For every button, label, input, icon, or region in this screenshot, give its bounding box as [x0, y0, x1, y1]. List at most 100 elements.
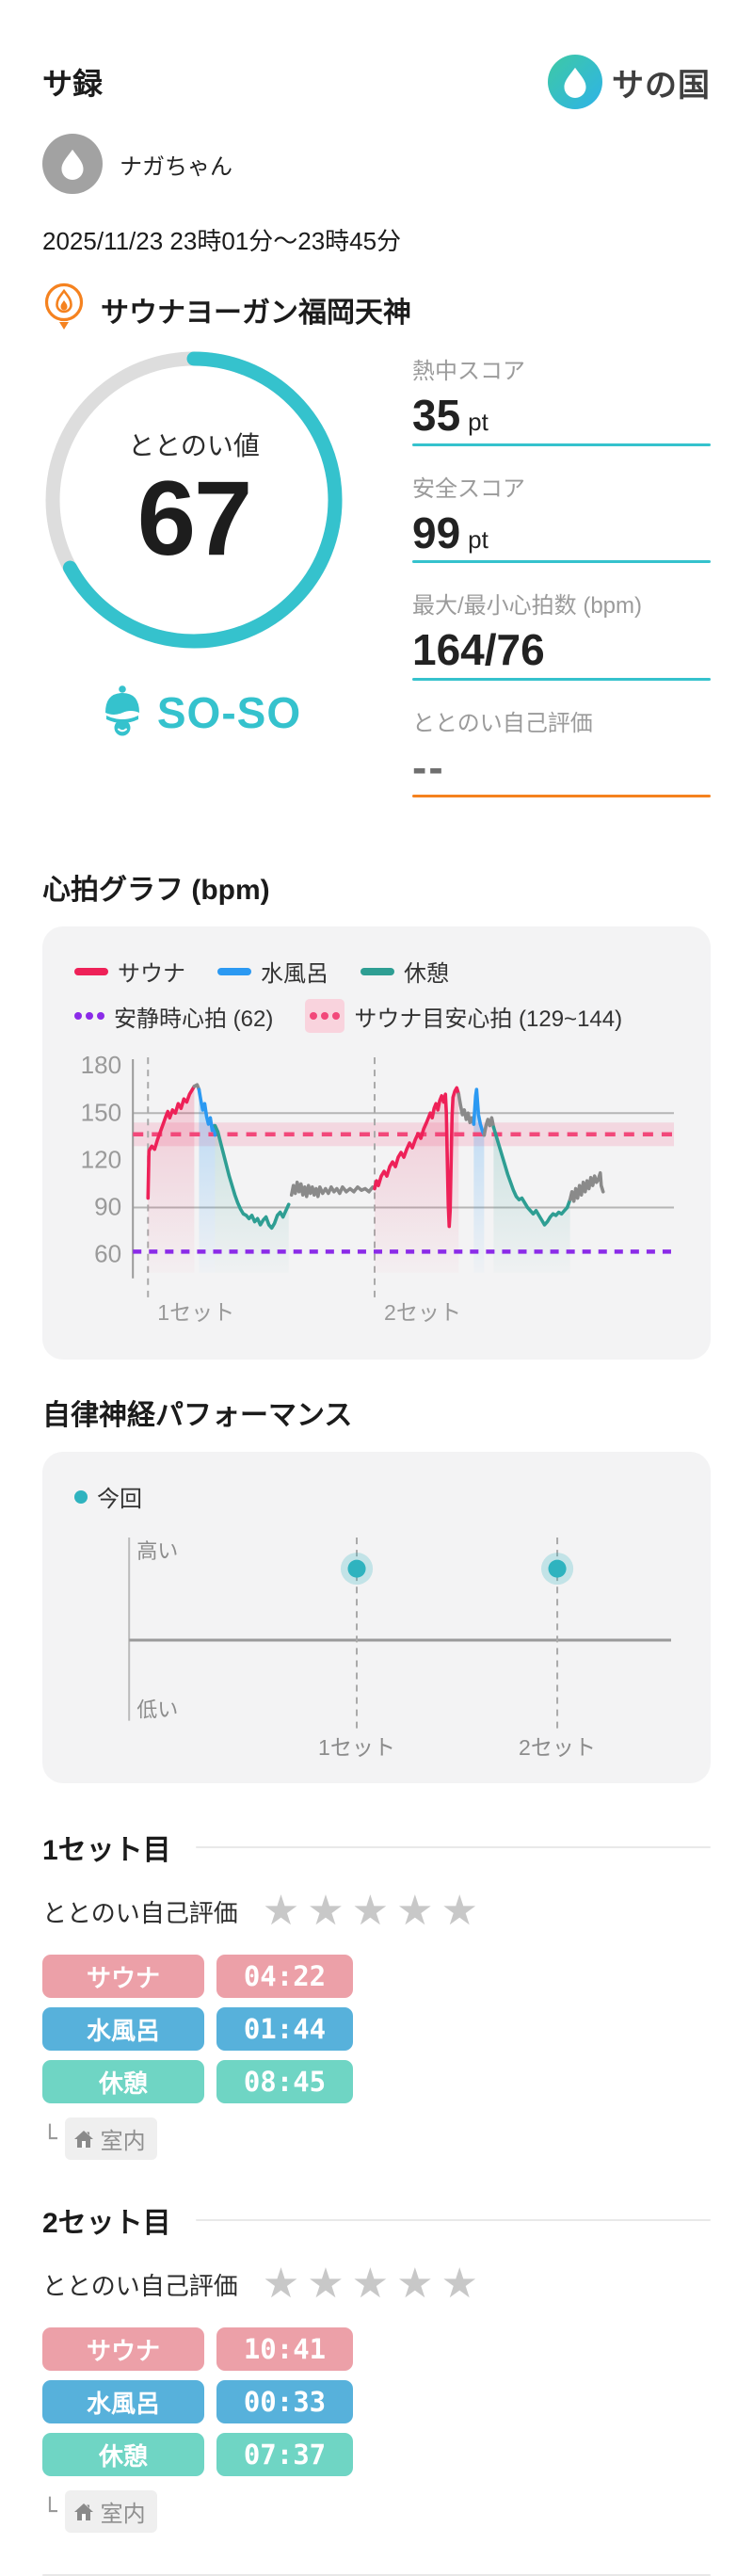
stat-value: -- [412, 742, 445, 792]
corner-glyph: └ [42, 2124, 57, 2153]
legend-label: サウナ [118, 961, 185, 988]
underline [412, 443, 711, 446]
teal-dot-swatch [74, 1489, 88, 1504]
rating-label: ととのい自己評価 [42, 2271, 238, 2300]
corner-glyph: └ [42, 2497, 57, 2526]
brand-name: サの国 [612, 67, 711, 104]
stat-label: 最大/最小心拍数 (bpm) [412, 593, 643, 620]
phase-label-pill: 水風呂 [42, 2007, 204, 2052]
hr-chart-card: サウナ 水風呂 休憩 安静時心拍 (62) サウナ目 [42, 926, 711, 1360]
svg-text:120: 120 [81, 1146, 122, 1174]
mood-row: SO-SO [42, 684, 358, 741]
legend-sauna-target-hr: サウナ目安心拍 (129~144) [305, 999, 622, 1034]
user-name: ナガちゃん [120, 153, 232, 180]
svg-text:低い: 低い [136, 1699, 178, 1722]
stat-unit: pt [468, 408, 489, 436]
gauge-ring [45, 351, 343, 649]
house-icon [73, 2130, 93, 2148]
stat-value: 164/76 [412, 625, 545, 675]
facility-name: サウナヨーガン福岡天神 [101, 297, 411, 329]
ans-legend-row: 今回 [74, 1480, 679, 1513]
legend-sauna: サウナ [74, 955, 185, 988]
summary-section: ととのい値 67 SO-SO 熱中スコア [42, 350, 711, 821]
set2-rating-row: ととのい自己評価 ★★★★★ [42, 2263, 711, 2305]
svg-text:1セット: 1セット [157, 1300, 234, 1325]
phase-row-rest: 休憩 07:37 [42, 2433, 711, 2477]
phase-time-pill: 10:41 [216, 2327, 353, 2372]
phase-label-pill: サウナ [42, 2327, 204, 2372]
hr-legend-row-1: サウナ 水風呂 休憩 [74, 955, 679, 988]
phase-label-pill: 水風呂 [42, 2380, 204, 2424]
legend-resting-hr: 安静時心拍 (62) [74, 1000, 273, 1033]
indoor-badge: 室内 [64, 2490, 157, 2534]
svg-text:180: 180 [81, 1051, 122, 1079]
underline [412, 677, 711, 681]
stat-unit: pt [468, 524, 489, 554]
set2-heading: 2セット目 [42, 2199, 711, 2241]
user-row: ナガちゃん [42, 134, 711, 194]
legend-current: 今回 [74, 1480, 142, 1513]
phase-time-pill: 07:37 [216, 2433, 353, 2477]
phase-label-pill: 休憩 [42, 2433, 204, 2477]
underline [412, 795, 711, 798]
phase-row-water: 水風呂 01:44 [42, 2007, 711, 2052]
star-rating[interactable]: ★★★★★ [262, 1887, 486, 1936]
gauge-value: 67 [136, 459, 253, 578]
heart-rate-chart: 1セット 2セット 180 150 120 90 60 [81, 1051, 674, 1325]
svg-text:90: 90 [94, 1193, 121, 1221]
ans-section-title: 自律神経パフォーマンス [42, 1400, 353, 1432]
set1-rating-row: ととのい自己評価 ★★★★★ [42, 1891, 711, 1932]
stat-label: 熱中スコア [412, 359, 525, 384]
phase-time-pill: 00:33 [216, 2380, 353, 2424]
report-page: サ録 サの国 ナガちゃん 2025/11/23 23時01分〜23時45分 サウ… [0, 55, 753, 2576]
star-rating[interactable]: ★★★★★ [262, 2260, 486, 2309]
phase-row-rest: 休憩 08:45 [42, 2060, 711, 2104]
heading-rule [195, 2219, 711, 2222]
water-drop-logo-icon [548, 55, 602, 109]
hr-section-title: 心拍グラフ (bpm) [42, 875, 270, 907]
facility-row[interactable]: サウナヨーガン福岡天神 [42, 282, 711, 337]
stat-value: 99 [412, 507, 461, 557]
phase-row-sauna: サウナ 10:41 [42, 2327, 711, 2372]
legend-water: 水風呂 [217, 955, 328, 988]
phase-label-pill: 休憩 [42, 2060, 204, 2104]
hr-legend-row-2: 安静時心拍 (62) サウナ目安心拍 (129~144) [74, 999, 679, 1034]
stat-label: 安全スコア [412, 475, 525, 502]
set2-location-row: └ 室内 [42, 2490, 711, 2534]
stat-value: 35 [412, 391, 461, 440]
purple-dots-swatch [74, 1012, 104, 1021]
water-line-swatch [217, 967, 251, 975]
set-title: 2セット目 [42, 2208, 171, 2240]
svg-text:1セット: 1セット [318, 1735, 395, 1760]
ans-chart-card: 今回 高い低い 1セット 2セット [42, 1452, 711, 1784]
phase-time-pill: 04:22 [216, 1955, 353, 1999]
stats-column: 熱中スコア 35 pt 安全スコア 99 pt 最大/最小心拍数 (bpm) 1… [412, 350, 711, 821]
phase-row-water: 水風呂 00:33 [42, 2380, 711, 2424]
rest-line-swatch [360, 967, 394, 975]
heading-rule [195, 1846, 711, 1849]
set2-phases: サウナ 10:41 水風呂 00:33 休憩 07:37 [42, 2327, 711, 2477]
rating-label: ととのい自己評価 [42, 1898, 238, 1927]
stat-heat-score: 熱中スコア 35 pt [412, 352, 711, 446]
indoor-label: 室内 [100, 2129, 146, 2155]
set1-heading: 1セット目 [42, 1827, 711, 1868]
legend-label: 今回 [97, 1487, 142, 1513]
svg-text:高い: 高い [136, 1539, 178, 1563]
phase-time-pill: 08:45 [216, 2060, 353, 2104]
legend-label: 休憩 [404, 961, 449, 988]
stat-max-min-hr: 最大/最小心拍数 (bpm) 164/76 [412, 587, 711, 681]
phase-time-pill: 01:44 [216, 2007, 353, 2052]
house-icon [73, 2503, 93, 2520]
svg-text:2セット: 2セット [519, 1735, 596, 1760]
svg-text:150: 150 [81, 1099, 122, 1127]
totonoi-gauge: ととのい値 67 SO-SO [42, 350, 358, 821]
phase-row-sauna: サウナ 04:22 [42, 1955, 711, 1999]
page-title: サ録 [42, 67, 104, 101]
stat-label: ととのい自己評価 [412, 710, 593, 736]
svg-text:2セット: 2セット [384, 1300, 461, 1325]
session-datetime: 2025/11/23 23時01分〜23時45分 [42, 227, 402, 255]
svg-text:60: 60 [94, 1240, 121, 1268]
indoor-label: 室内 [100, 2502, 146, 2528]
legend-label: 安静時心拍 (62) [114, 1006, 274, 1032]
